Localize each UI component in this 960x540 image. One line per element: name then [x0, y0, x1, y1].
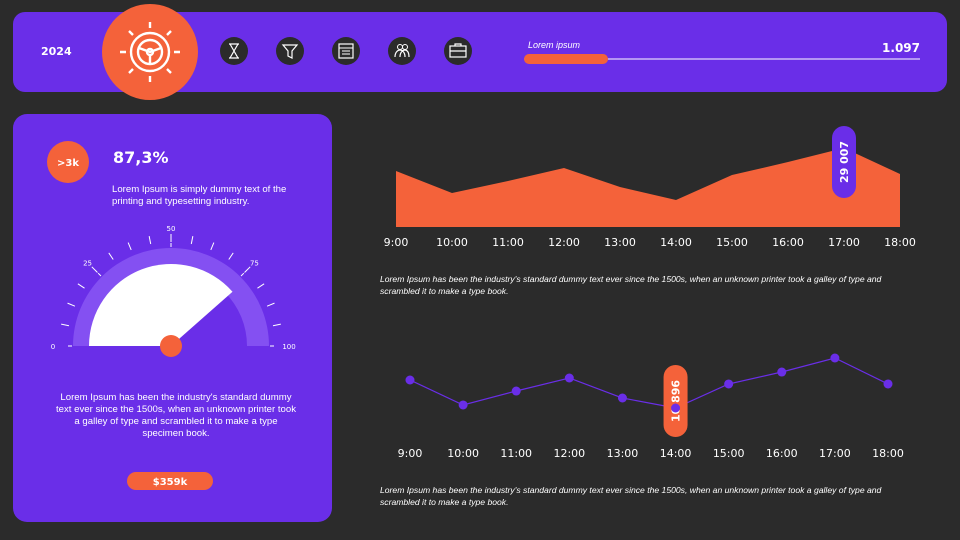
gauge-minor-tick: [244, 266, 251, 273]
x-tick-label: 11:00: [492, 236, 524, 249]
point: [883, 379, 893, 389]
point: [724, 379, 734, 389]
x-tick-label: 9:00: [398, 447, 423, 460]
x-tick-label: 17:00: [819, 447, 851, 460]
badge: [47, 141, 89, 183]
x-tick-label: 13:00: [604, 236, 636, 249]
x-tick-label: 11:00: [500, 447, 532, 460]
gauge-band: [73, 248, 269, 346]
progress-fill: [524, 54, 608, 64]
x-tick-label: 16:00: [766, 447, 798, 460]
line: [409, 357, 889, 409]
gauge-tick-label: 50: [167, 225, 176, 233]
gauge-value: [89, 263, 233, 346]
gauge-minor-tick: [148, 236, 152, 245]
gauge-minor-tick: [77, 283, 85, 289]
point: [617, 393, 627, 403]
x-tick-label: 12:00: [553, 447, 585, 460]
gauge-tick-label: 25: [83, 260, 92, 268]
x-tick-label: 17:00: [828, 236, 860, 249]
x-tick-label: 15:00: [713, 447, 745, 460]
gauge-hub: [160, 335, 182, 357]
body-text: Lorem Ipsum has been the industry's stan…: [56, 392, 296, 439]
gauge-minor-tick: [108, 252, 114, 260]
x-tick-label: 16:00: [772, 236, 804, 249]
value-label-pill: [832, 126, 856, 198]
gauge-minor-tick: [210, 242, 215, 251]
gear-icon: [120, 22, 180, 82]
x-tick-label: 9:00: [384, 236, 409, 249]
gauge-minor-tick: [190, 236, 194, 245]
point: [458, 400, 468, 410]
point: [511, 386, 521, 396]
header-bar: [13, 12, 947, 92]
gauge-minor-tick: [91, 266, 98, 273]
line-caption: Lorem Ipsum has been the industry's stan…: [380, 485, 882, 507]
toolbar-icons[interactable]: [220, 37, 472, 65]
x-tick-label: 15:00: [716, 236, 748, 249]
point: [830, 353, 840, 363]
value-label-pill: [663, 365, 688, 437]
progress-value: 1.097: [882, 41, 920, 55]
gauge-minor-tick: [67, 302, 76, 307]
area-caption: Lorem Ipsum has been the industry's stan…: [380, 274, 882, 296]
x-tick-label: 18:00: [872, 447, 904, 460]
gauge-minor-tick: [61, 323, 70, 327]
progress-label: Lorem ipsum: [528, 40, 581, 50]
x-tick-label: 14:00: [660, 447, 692, 460]
x-tick-label: 10:00: [447, 447, 479, 460]
percent: 87,3%: [113, 148, 169, 167]
gauge-tick-label: 100: [282, 343, 295, 351]
point: [671, 403, 681, 413]
x-tick-label: 14:00: [660, 236, 692, 249]
button[interactable]: [127, 472, 213, 490]
gauge-tick: [97, 272, 102, 277]
area: [396, 148, 900, 227]
gauge-tick-label: 0: [51, 343, 55, 351]
x-tick-label: 18:00: [884, 236, 916, 249]
badge-text: >3k: [57, 158, 79, 169]
gauge-tick: [240, 272, 245, 277]
gauge-minor-tick: [257, 283, 265, 289]
point: [777, 367, 787, 377]
point: [405, 375, 415, 385]
x-tick-label: 13:00: [607, 447, 639, 460]
value-label: 29 007: [838, 141, 851, 183]
button-label[interactable]: $359k: [153, 477, 188, 488]
x-tick-label: 12:00: [548, 236, 580, 249]
gauge-minor-tick: [272, 323, 281, 327]
gauge-tick-label: 75: [250, 260, 259, 268]
year: 2024: [41, 45, 72, 58]
x-tick-label: 10:00: [436, 236, 468, 249]
intro-text: Lorem Ipsum is simply dummy text of the …: [112, 184, 287, 207]
value-label: 10 896: [670, 380, 683, 422]
point: [564, 373, 574, 383]
gauge-minor-tick: [266, 302, 275, 307]
gauge-minor-tick: [228, 252, 234, 260]
gauge-minor-tick: [127, 242, 132, 251]
